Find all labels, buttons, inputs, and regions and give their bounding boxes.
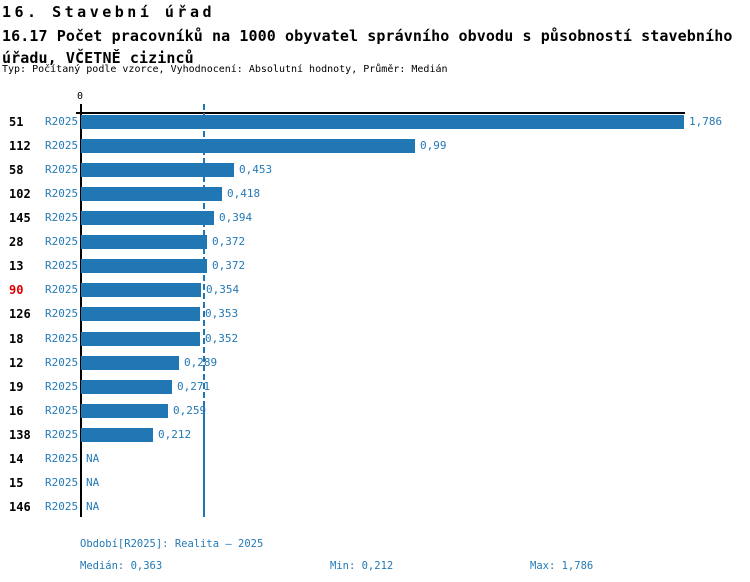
footer-min: Min: 0,212 [330,560,394,572]
table-row: 18 R2025 0,352 [0,327,750,351]
row-period-label: R2025 [45,235,79,248]
bar [81,259,207,273]
footer-max: Max: 1,786 [530,560,594,572]
bar [81,380,172,394]
axis-top-line [76,112,685,114]
bar-value-label: NA [86,476,100,489]
row-id-label: 90 [9,283,24,297]
bar [81,428,153,442]
row-period-label: R2025 [45,307,79,320]
bar [81,332,200,346]
bar-value-label: 0,453 [239,163,273,176]
row-id-label: 19 [9,380,24,394]
table-row: 15 R2025 NA [0,471,750,495]
row-period-label: R2025 [45,139,79,152]
table-row: 90 R2025 0,354 [0,278,750,302]
table-row: 28 R2025 0,372 [0,230,750,254]
bar [81,283,201,297]
bar-value-label: 0,271 [177,380,211,393]
bar [81,139,415,153]
indicator-meta: Typ: Počítaný podle vzorce, Vyhodnocení:… [2,64,448,75]
row-period-label: R2025 [45,356,79,369]
row-id-label: 18 [9,332,24,346]
bar-value-label: 0,354 [206,283,240,296]
row-id-label: 13 [9,259,24,273]
bar-value-label: NA [86,452,100,465]
row-period-label: R2025 [45,211,79,224]
row-period-label: R2025 [45,332,79,345]
table-row: 14 R2025 NA [0,447,750,471]
table-row: 51 R2025 1,786 [0,110,750,134]
bar-value-label: NA [86,500,100,513]
table-row: 102 R2025 0,418 [0,182,750,206]
row-period-label: R2025 [45,428,79,441]
table-row: 112 R2025 0,99 [0,134,750,158]
axis-zero-label: 0 [77,91,84,102]
bar [81,307,200,321]
row-period-label: R2025 [45,500,79,513]
row-period-label: R2025 [45,283,79,296]
bar-value-label: 0,353 [205,307,239,320]
bar [81,404,168,418]
footer-period-info: Období[R2025]: Realita – 2025 [80,538,264,550]
row-id-label: 14 [9,452,24,466]
row-id-label: 102 [9,187,31,201]
table-row: 16 R2025 0,259 [0,399,750,423]
indicator-title: 16.17 Počet pracovníků na 1000 obyvatel … [2,27,733,67]
bar [81,187,222,201]
row-id-label: 112 [9,139,31,153]
median-line-dashed [203,104,205,405]
bar-value-label: 0,372 [212,235,246,248]
bar-value-label: 0,352 [205,332,239,345]
table-row: 138 R2025 0,212 [0,423,750,447]
bar [81,356,179,370]
row-period-label: R2025 [45,259,79,272]
row-period-label: R2025 [45,476,79,489]
row-period-label: R2025 [45,115,79,128]
bar-value-label: 0,259 [173,404,207,417]
row-period-label: R2025 [45,187,79,200]
section-title: 16. Stavební úřad [2,3,216,21]
row-id-label: 16 [9,404,24,418]
footer-median: Medián: 0,363 [80,560,163,572]
row-id-label: 12 [9,356,24,370]
row-id-label: 138 [9,428,31,442]
table-row: 146 R2025 NA [0,495,750,519]
bar [81,235,207,249]
bar-value-label: 1,786 [689,115,723,128]
bar [81,163,234,177]
bar [81,115,684,129]
bar-value-label: 0,99 [420,139,447,152]
median-line-solid [203,405,205,517]
row-id-label: 126 [9,307,31,321]
row-period-label: R2025 [45,404,79,417]
row-period-label: R2025 [45,380,79,393]
table-row: 13 R2025 0,372 [0,254,750,278]
table-row: 12 R2025 0,289 [0,351,750,375]
row-id-label: 51 [9,115,24,129]
row-id-label: 58 [9,163,24,177]
row-id-label: 15 [9,476,24,490]
bar-value-label: 0,372 [212,259,246,272]
table-row: 145 R2025 0,394 [0,206,750,230]
table-row: 126 R2025 0,353 [0,302,750,326]
bar-value-label: 0,394 [219,211,253,224]
row-period-label: R2025 [45,163,79,176]
bar-value-label: 0,289 [184,356,218,369]
bar-value-label: 0,418 [227,187,261,200]
row-id-label: 146 [9,500,31,514]
table-row: 19 R2025 0,271 [0,375,750,399]
bar-value-label: 0,212 [158,428,192,441]
row-id-label: 145 [9,211,31,225]
table-row: 58 R2025 0,453 [0,158,750,182]
row-id-label: 28 [9,235,24,249]
row-period-label: R2025 [45,452,79,465]
bar [81,211,214,225]
